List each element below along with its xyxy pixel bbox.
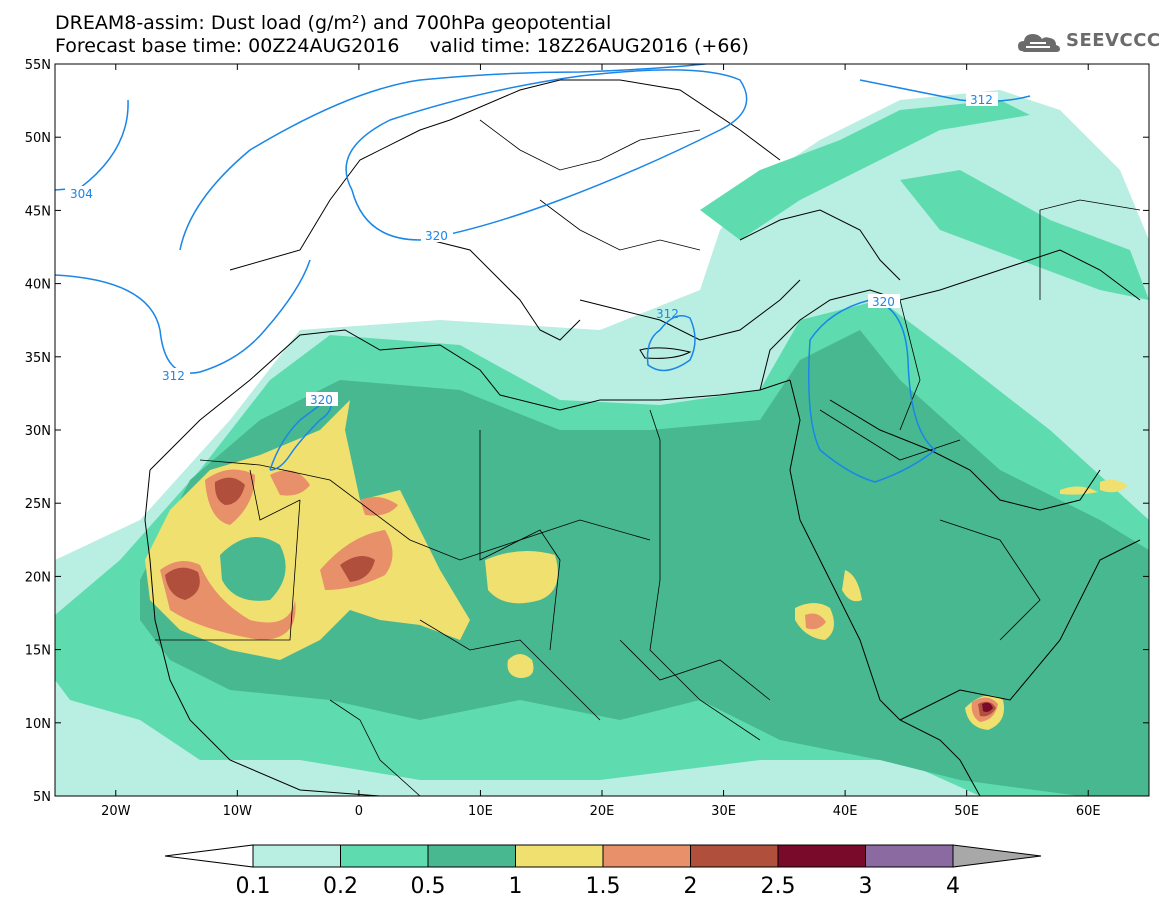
colorbar-swatch	[340, 844, 429, 868]
lon-label: 50E	[954, 804, 979, 819]
lat-label: 20N	[25, 570, 51, 585]
colorbar-label: 0.2	[323, 874, 358, 899]
contour-label-320-east: 320	[872, 295, 895, 309]
contour-312-east	[859, 79, 1031, 103]
lon-label: 20E	[590, 804, 615, 819]
lat-label: 30N	[25, 424, 51, 439]
lat-label: 15N	[25, 644, 51, 659]
contour-label-320-europe: 320	[425, 229, 448, 243]
lat-label: 25N	[25, 497, 51, 512]
colorbar-swatch	[427, 844, 516, 868]
lon-label: 40E	[833, 804, 858, 819]
contour-312-north	[179, 64, 711, 251]
lon-label: 60E	[1076, 804, 1101, 819]
colorbar-swatch	[515, 844, 604, 868]
dust-field	[55, 64, 1149, 796]
lon-label: 30E	[711, 804, 736, 819]
lat-label: 45N	[25, 204, 51, 219]
colorbar-label: 0.1	[236, 874, 271, 899]
colorbar-swatch	[777, 844, 866, 868]
colorbar-label: 1.5	[586, 874, 621, 899]
lat-label: 50N	[25, 131, 51, 146]
colorbar-label: 2	[684, 874, 698, 899]
contour-label-crete: 312	[656, 307, 679, 321]
colorbar-label: 0.5	[411, 874, 446, 899]
contour-label-312: 312	[162, 369, 185, 383]
borders	[155, 119, 1141, 796]
colorbar-under-arrow	[164, 844, 254, 868]
lon-label: 10E	[468, 804, 493, 819]
coastlines	[144, 79, 1141, 796]
longitude-axis: 20W 10W 0 10E 20E 30E 40E 50E 60E	[101, 64, 1101, 819]
lat-label: 40N	[25, 278, 51, 293]
colorbar-swatch	[865, 844, 954, 868]
colorbar-label: 3	[859, 874, 873, 899]
contour-label-320-morocco: 320	[310, 393, 333, 407]
map-title: DREAM8-assim: Dust load (g/m²) and 700hP…	[55, 12, 612, 34]
colorbar-label: 1	[509, 874, 523, 899]
lat-label: 10N	[25, 717, 51, 732]
lat-label: 35N	[25, 351, 51, 366]
dust-band-2	[165, 567, 200, 600]
contour-label-304: 304	[70, 187, 93, 201]
colorbar-over-arrow	[952, 844, 1042, 868]
colorbar: 0.1 0.2 0.5 1 1.5 2 2.5 3 4	[164, 844, 1042, 899]
forecast-times: Forecast base time: 00Z24AUG2016 valid t…	[55, 35, 749, 57]
lon-label: 10W	[223, 804, 253, 819]
dust-band-1	[145, 400, 470, 660]
dust-band-2.5	[982, 702, 993, 712]
latitude-axis: 5N 10N 15N 20N 25N 30N 35N 40N 45N 50N 55N	[25, 58, 1149, 805]
colorbar-label: 2.5	[761, 874, 796, 899]
colorbar-swatch	[602, 844, 691, 868]
contour-312-west	[55, 259, 311, 374]
lon-label: 20W	[101, 804, 131, 819]
colorbar-swatch	[252, 844, 341, 868]
lon-label: 0	[355, 804, 363, 819]
logo-text: SEEVCCC	[1066, 30, 1161, 51]
colorbar-swatch	[690, 844, 779, 868]
colorbar-label: 4	[946, 874, 960, 899]
dust-band-0.5	[140, 330, 1149, 796]
contour-label-312-east: 312	[970, 93, 993, 107]
contour-320-morocco	[269, 396, 332, 471]
cloud-icon	[1018, 34, 1060, 52]
contour-304	[55, 99, 129, 191]
lat-label: 55N	[25, 58, 51, 73]
contour-crete	[646, 315, 696, 372]
lat-label: 5N	[33, 790, 51, 805]
contour-labels: 304 312 320 320 312 312 320	[65, 92, 998, 407]
